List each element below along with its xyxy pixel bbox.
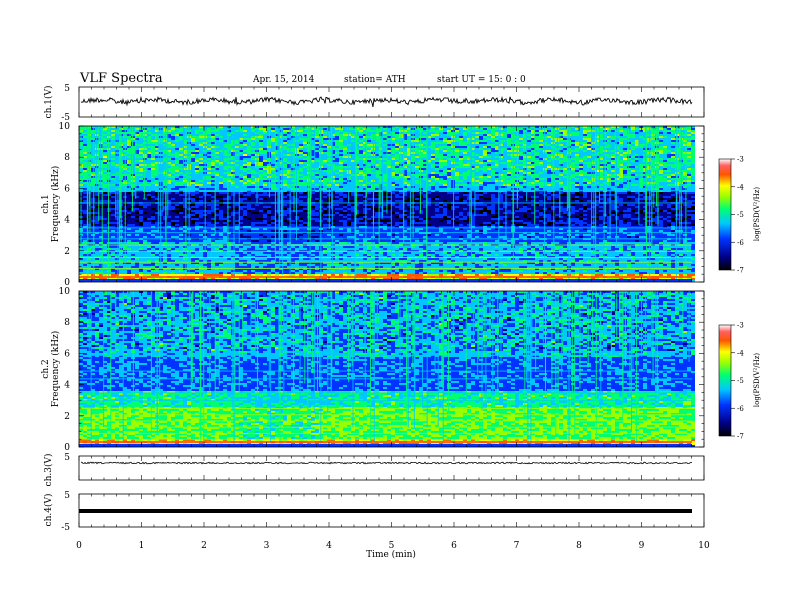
ch1-spectrogram-yticks: 0 2 4 6 8 10 [59, 122, 704, 288]
ch4-waveform-trace [79, 509, 692, 513]
ch1-colorbar: -3 -4 -5 -6 -7 log(PSD(V²/Hz) [718, 156, 761, 275]
x-axis-label: Time (min) [366, 549, 416, 560]
x-tick-label: 1 [139, 541, 145, 551]
ch3-waveform-panel: 5 ch.3(V) [43, 453, 705, 487]
colorbar-tick-label: -5 [737, 377, 744, 385]
start-time-label: start UT = 15: 0 : 0 [437, 75, 526, 85]
ch1-waveform-panel: 5 -5 ch.1(V) [43, 84, 705, 123]
x-tick-label: 5 [389, 541, 395, 551]
spectrogram-ytick-label: 8 [64, 153, 70, 163]
colorbar-tick-label: -6 [737, 239, 744, 247]
colorbar-tick-label: -3 [737, 322, 744, 330]
ch2-colorbar: -3 -4 -5 -6 -7 log(PSD(V²/Hz) [718, 322, 761, 441]
spectrogram-ytick-label: 0 [64, 443, 70, 453]
ch4-ytick-top: 5 [64, 491, 70, 501]
x-tick-label: 4 [326, 541, 332, 551]
figure-title: VLF Spectra [79, 71, 163, 86]
ch1-colorbar-label: log(PSD(V²/Hz) [753, 187, 761, 242]
ch2-colorbar-ticks: -3 -4 -5 -6 -7 [731, 322, 744, 441]
ch2-spectrogram-yticks: 0 2 4 6 8 10 [59, 287, 704, 453]
ch2-spectrogram-ylabel: Frequency (kHz) [50, 331, 61, 408]
ch1-spectrogram-image [79, 126, 695, 282]
ch1-waveform-line [80, 95, 693, 108]
x-axis-ticks [78, 87, 705, 527]
spectrogram-ytick-label: 10 [59, 287, 71, 297]
colorbar-tick-label: -6 [737, 405, 744, 413]
spectrogram-ytick-label: 6 [64, 349, 70, 359]
ch2-colorbar-label: log(PSD(V²/Hz) [753, 353, 761, 408]
spectrogram-ytick-label: 2 [64, 247, 70, 257]
ch1-ytick-bottom: -5 [61, 113, 70, 123]
ch4-waveform-panel: 5 -5 ch.4(V) [43, 491, 705, 533]
date-label: Apr. 15, 2014 [252, 75, 315, 85]
x-tick-label: 10 [698, 541, 710, 551]
x-tick-label: 9 [639, 541, 645, 551]
ch3-waveform-line [80, 461, 693, 465]
colorbar-tick-label: -7 [737, 267, 744, 275]
ch4-waveform-ylabel: ch.4(V) [43, 494, 54, 527]
x-tick-label: 8 [576, 541, 582, 551]
colorbar-tick-label: -7 [737, 433, 744, 441]
ch2-spectrogram-channel-label: ch.2 [41, 359, 51, 378]
station-label: station= ATH [344, 75, 406, 85]
spectrogram-ytick-label: 0 [64, 278, 70, 288]
ch1-ytick-top: 5 [64, 84, 70, 94]
ch1-colorbar-ticks: -3 -4 -5 -6 -7 [731, 156, 744, 275]
colorbar-tick-label: -5 [737, 211, 744, 219]
ch3-waveform-trace [80, 461, 693, 465]
ch1-spectrogram-ylabel: Frequency (kHz) [50, 166, 61, 243]
ch2-spectrogram-panel: 0 2 4 6 8 10 ch.2 Frequency (kHz) [41, 287, 705, 453]
ch1-spectrogram-channel-label: ch.1 [41, 194, 51, 213]
spectrogram-ytick-label: 4 [64, 381, 70, 391]
colorbar-tick-label: -4 [737, 183, 744, 191]
ch2-spectrogram-image [79, 291, 695, 447]
x-tick-label: 3 [264, 541, 270, 551]
ch4-ytick-bottom: -5 [61, 523, 70, 533]
spectrogram-ytick-label: 2 [64, 412, 70, 422]
x-tick-label: 7 [514, 541, 520, 551]
ch1-spectrogram-panel: 0 2 4 6 8 10 ch.1 Frequency (kHz) [41, 122, 705, 288]
x-axis-tick-labels: 0 1 2 3 4 5 6 7 8 9 10 [76, 541, 710, 551]
ch1-waveform-ylabel: ch.1(V) [43, 86, 54, 119]
x-tick-label: 6 [451, 541, 457, 551]
ch3-ytick-top: 5 [64, 453, 70, 463]
colorbar-tick-label: -4 [737, 349, 744, 357]
spectrogram-ytick-label: 6 [64, 184, 70, 194]
x-tick-label: 2 [201, 541, 207, 551]
ch1-waveform-trace [80, 95, 693, 108]
spectrogram-ytick-label: 4 [64, 216, 70, 226]
spectrogram-ytick-label: 10 [59, 122, 71, 132]
ch3-waveform-ylabel: ch.3(V) [43, 454, 54, 487]
x-tick-label: 0 [76, 541, 82, 551]
colorbar-tick-label: -3 [737, 156, 744, 164]
spectrogram-ytick-label: 8 [64, 318, 70, 328]
